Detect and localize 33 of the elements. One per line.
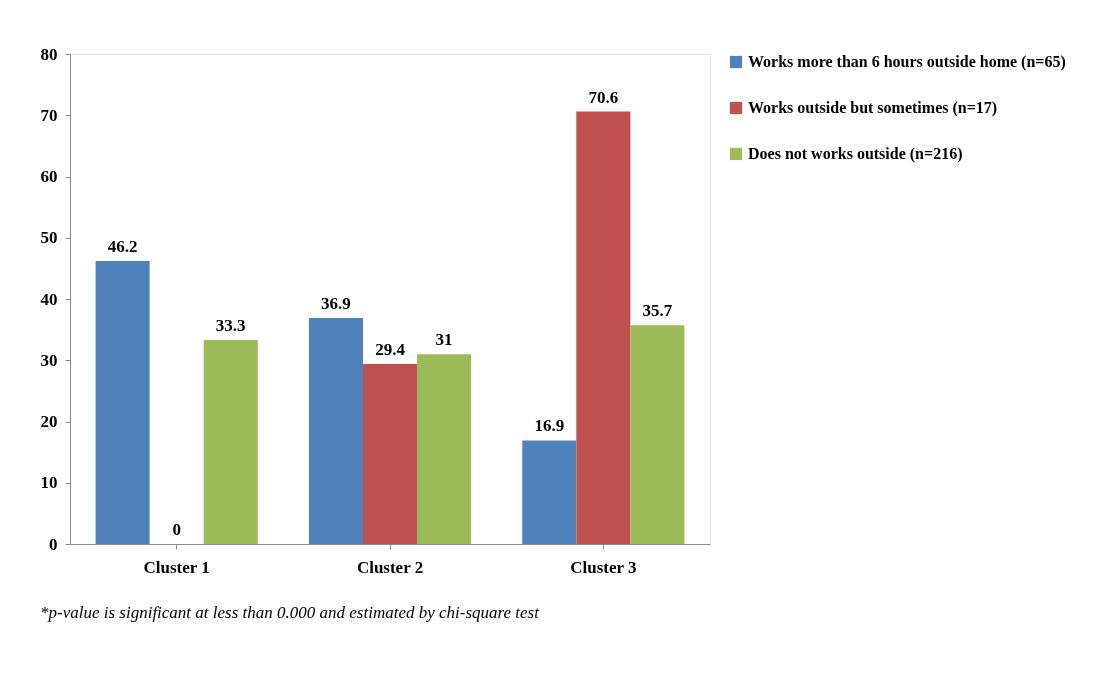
bar (362, 363, 418, 544)
data-label: 33.3 (215, 316, 246, 336)
data-label: 29.4 (375, 339, 406, 359)
bar (576, 111, 631, 544)
bar (308, 317, 363, 544)
bar (95, 261, 150, 544)
legend-label: Works outside but sometimes (n=17) (748, 99, 998, 117)
y-tick-label: 20 (40, 412, 58, 431)
y-tick-label: 40 (40, 289, 58, 309)
data-label: 36.9 (321, 293, 351, 313)
bar (630, 325, 685, 544)
data-label: 46.2 (107, 237, 138, 257)
y-tick-label: 80 (40, 44, 58, 64)
bar (417, 354, 472, 544)
x-tick-label: Cluster 3 (570, 557, 637, 577)
bar (203, 340, 258, 544)
data-label: 16.9 (534, 416, 565, 436)
x-tick-label: Cluster 1 (143, 557, 210, 577)
text: *p-value is significant at less than 0.000 and estimated by chi-square test (40, 603, 541, 622)
legend-label: Does not works outside (n=216) (748, 145, 963, 163)
y-tick-label: 10 (40, 473, 58, 493)
y-tick-label: 30 (40, 350, 58, 370)
data-label: 31 (435, 330, 453, 350)
bar (522, 440, 577, 544)
x-tick-label: Cluster 2 (356, 557, 424, 577)
y-tick-label: 60 (40, 167, 58, 186)
y-tick-label: 50 (40, 228, 58, 248)
y-tick-label: 0 (49, 534, 58, 554)
data-label: 70.6 (588, 87, 619, 107)
legend-label: Works more than 6 hours outside home (n=65) (748, 53, 1066, 71)
y-tick-label: 70 (40, 105, 58, 125)
data-label: 35.7 (642, 301, 673, 321)
data-label: 0 (172, 520, 181, 539)
